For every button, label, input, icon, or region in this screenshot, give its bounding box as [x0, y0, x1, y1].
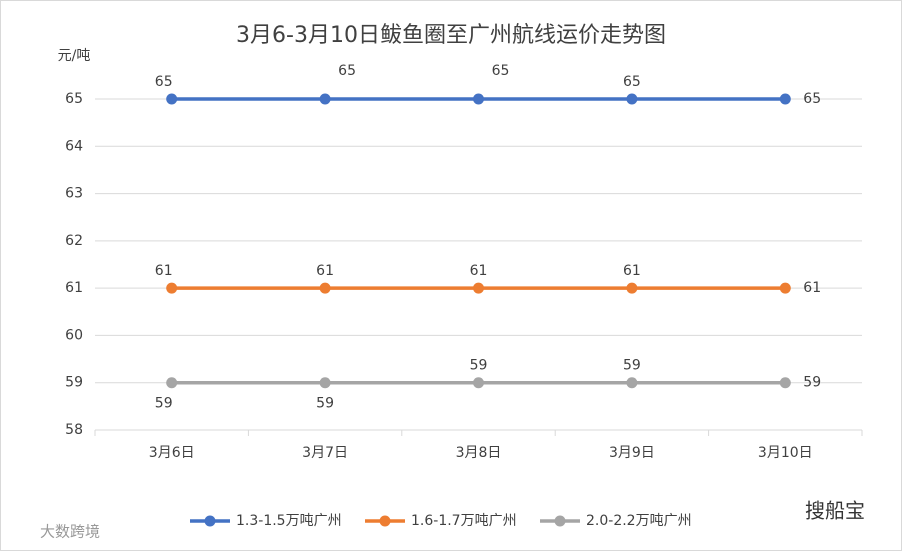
legend-marker — [204, 515, 216, 527]
data-point — [473, 282, 484, 294]
data-label: 65 — [623, 74, 641, 90]
x-tick-label: 3月9日 — [609, 445, 655, 461]
x-tick-label: 3月7日 — [302, 445, 348, 461]
data-label: 61 — [803, 280, 821, 296]
data-point — [319, 282, 331, 294]
data-label: 65 — [492, 63, 510, 79]
data-label: 59 — [155, 396, 173, 412]
y-axis-label: 元/吨 — [58, 48, 91, 64]
data-label: 65 — [155, 74, 173, 90]
data-point — [779, 377, 791, 389]
data-label: 61 — [623, 263, 641, 279]
watermark: 大数跨境 — [40, 523, 100, 541]
data-label: 65 — [803, 91, 821, 107]
legend-label: 2.0-2.2万吨广州 — [586, 513, 692, 529]
y-tick-label: 61 — [65, 280, 83, 296]
data-point — [779, 93, 791, 105]
y-tick-label: 62 — [65, 233, 83, 249]
data-label: 61 — [155, 263, 173, 279]
data-label: 59 — [316, 396, 334, 412]
legend-label: 1.3-1.5万吨广州 — [236, 513, 342, 529]
legend-marker — [554, 515, 566, 527]
data-point — [166, 377, 178, 389]
chart-title: 3月6-3月10日鲅鱼圈至广州航线运价走势图 — [236, 23, 666, 48]
data-label: 59 — [803, 375, 821, 391]
data-label: 61 — [470, 263, 488, 279]
data-point — [779, 282, 791, 294]
y-tick-label: 63 — [65, 186, 83, 202]
y-tick-label: 58 — [65, 422, 83, 438]
data-label: 61 — [316, 263, 334, 279]
data-point — [473, 377, 484, 389]
data-point — [319, 377, 331, 389]
data-label: 59 — [623, 358, 641, 374]
watermark: 搜船宝 — [805, 499, 865, 523]
legend-marker — [379, 515, 391, 527]
data-point — [473, 93, 484, 105]
data-point — [626, 282, 638, 294]
legend-label: 1.6-1.7万吨广州 — [411, 513, 517, 529]
x-tick-label: 3月6日 — [149, 445, 195, 461]
data-point — [166, 93, 178, 105]
data-label: 65 — [338, 63, 356, 79]
y-tick-label: 65 — [65, 91, 83, 107]
data-point — [626, 377, 638, 389]
y-tick-label: 64 — [65, 138, 83, 154]
x-tick-label: 3月8日 — [456, 445, 502, 461]
data-point — [626, 93, 638, 105]
y-tick-label: 60 — [65, 327, 83, 343]
y-tick-label: 59 — [65, 375, 83, 391]
data-point — [166, 282, 178, 294]
data-label: 59 — [470, 358, 488, 374]
data-point — [319, 93, 331, 105]
x-tick-label: 3月10日 — [758, 445, 813, 461]
